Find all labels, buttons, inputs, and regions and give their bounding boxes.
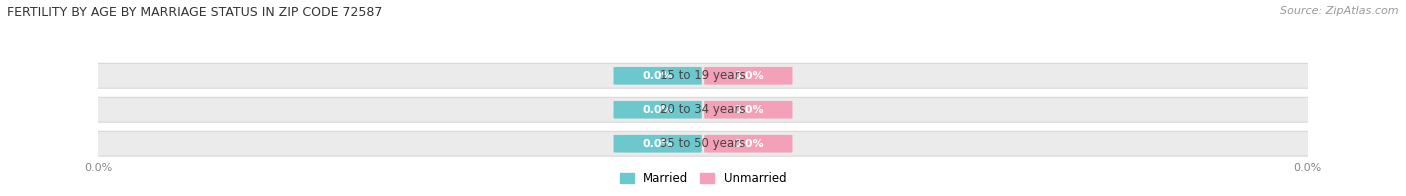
- Text: Source: ZipAtlas.com: Source: ZipAtlas.com: [1281, 6, 1399, 16]
- Text: 35 to 50 years: 35 to 50 years: [661, 137, 745, 150]
- FancyBboxPatch shape: [613, 67, 702, 85]
- FancyBboxPatch shape: [90, 63, 1316, 88]
- Text: 0.0%: 0.0%: [733, 139, 763, 149]
- Text: 20 to 34 years: 20 to 34 years: [661, 103, 745, 116]
- Text: 15 to 19 years: 15 to 19 years: [661, 69, 745, 82]
- FancyBboxPatch shape: [90, 97, 1316, 122]
- FancyBboxPatch shape: [90, 131, 1316, 156]
- Text: 0.0%: 0.0%: [733, 105, 763, 115]
- Text: FERTILITY BY AGE BY MARRIAGE STATUS IN ZIP CODE 72587: FERTILITY BY AGE BY MARRIAGE STATUS IN Z…: [7, 6, 382, 19]
- FancyBboxPatch shape: [704, 135, 793, 152]
- FancyBboxPatch shape: [613, 101, 702, 119]
- Text: 0.0%: 0.0%: [643, 71, 673, 81]
- FancyBboxPatch shape: [704, 67, 793, 85]
- FancyBboxPatch shape: [613, 135, 702, 152]
- Legend: Married, Unmarried: Married, Unmarried: [614, 168, 792, 190]
- Text: 0.0%: 0.0%: [733, 71, 763, 81]
- Text: 0.0%: 0.0%: [643, 105, 673, 115]
- FancyBboxPatch shape: [704, 101, 793, 119]
- Text: 0.0%: 0.0%: [643, 139, 673, 149]
